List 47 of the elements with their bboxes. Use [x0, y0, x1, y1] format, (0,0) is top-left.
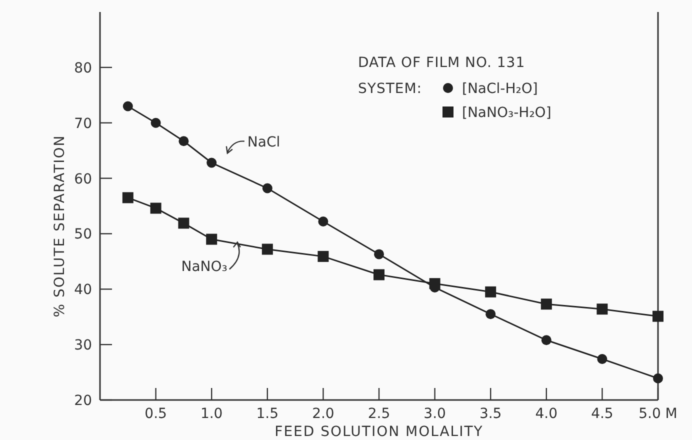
point: [262, 183, 272, 194]
point: [374, 269, 384, 280]
legend-label: [NaCl-H₂O]: [462, 81, 538, 97]
y-tick-label: 20: [74, 393, 92, 409]
point: [540, 298, 552, 310]
point: [597, 354, 608, 364]
y-tick-label: 80: [74, 60, 92, 76]
point: [206, 158, 217, 168]
y-axis-title: % SOLUTE SEPARATION: [52, 134, 68, 318]
y-tick-label: 30: [74, 338, 92, 354]
legend-label: [NaNO₃-H₂O]: [462, 105, 552, 121]
point: [653, 373, 663, 384]
annotation: NaCl: [247, 134, 280, 150]
x-tick-label: 5.0 M: [638, 406, 678, 422]
y-tick-label: 70: [74, 116, 92, 132]
point: [596, 304, 608, 315]
point: [178, 136, 189, 146]
point: [122, 192, 134, 204]
x-tick-label: 3.5: [479, 406, 502, 422]
point: [178, 218, 190, 229]
point: [485, 286, 496, 298]
x-tick-label: 2.0: [312, 406, 334, 422]
y-tick-label: 50: [74, 226, 92, 243]
point: [150, 118, 161, 128]
x-axis-title: FEED SOLUTION MOLALITY: [274, 424, 484, 440]
point: [486, 309, 496, 320]
x-tick-label: 1.5: [256, 406, 279, 422]
y-tick-label: 40: [74, 282, 92, 298]
point: [150, 202, 162, 214]
x-tick-label: 0.5: [144, 406, 167, 422]
point: [541, 335, 552, 346]
annotation: NaNO₃: [181, 259, 228, 276]
point: [318, 216, 328, 227]
x-tick-label: 1.0: [200, 406, 223, 422]
x-tick-label: 4.5: [591, 406, 614, 422]
point: [262, 244, 273, 255]
point: [122, 101, 133, 112]
point: [318, 250, 329, 262]
x-tick-label: 4.0: [535, 406, 558, 422]
legend-title: DATA OF FILM NO. 131: [358, 55, 526, 71]
point: [206, 234, 218, 245]
point: [374, 249, 384, 260]
x-tick-label: 3.0: [424, 406, 446, 422]
point: [652, 310, 664, 322]
annotation: SYSTEM:: [358, 81, 422, 97]
x-tick-label: 2.5: [368, 406, 390, 422]
y-tick-label: 60: [74, 171, 92, 188]
